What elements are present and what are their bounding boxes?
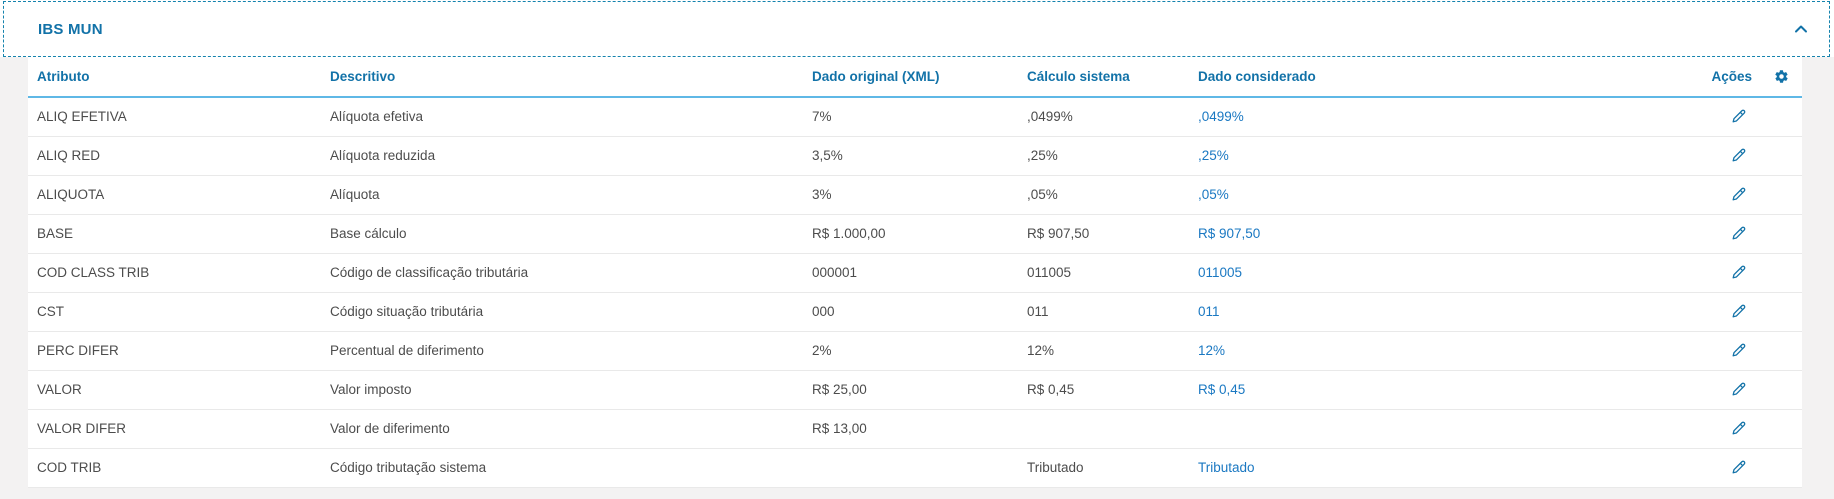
edit-row-button[interactable]	[1730, 225, 1747, 242]
pencil-icon	[1732, 304, 1746, 318]
column-header-dado-original: Dado original (XML)	[812, 57, 1027, 98]
cell-calculo-sistema	[1027, 409, 1198, 449]
column-header-descritivo: Descritivo	[330, 57, 812, 98]
cell-atributo: VALOR DIFER	[28, 409, 330, 449]
cell-atributo: PERC DIFER	[28, 331, 330, 371]
cell-calculo-sistema: Tributado	[1027, 448, 1198, 488]
cell-calculo-sistema: R$ 0,45	[1027, 370, 1198, 410]
edit-row-button[interactable]	[1730, 264, 1747, 281]
cell-calculo-sistema: 011005	[1027, 253, 1198, 293]
cell-atributo: COD TRIB	[28, 448, 330, 488]
edit-row-button[interactable]	[1730, 381, 1747, 398]
cell-calculo-sistema: 011	[1027, 292, 1198, 332]
gear-icon	[1775, 70, 1788, 83]
edit-row-button[interactable]	[1730, 147, 1747, 164]
attributes-table-card: Atributo Descritivo Dado original (XML) …	[28, 57, 1802, 488]
pencil-icon	[1732, 382, 1746, 396]
panel-title: IBS MUN	[38, 20, 103, 38]
table-body: ALIQ EFETIVA Alíquota efetiva 7% ,0499% …	[28, 97, 1802, 488]
column-header-acoes: Ações	[1711, 69, 1752, 84]
table-row: ALIQUOTA Alíquota 3% ,05% ,05%	[28, 175, 1802, 215]
cell-descritivo: Base cálculo	[330, 214, 812, 254]
cell-dado-original: 000001	[812, 253, 1027, 293]
pencil-icon	[1732, 187, 1746, 201]
table-row: COD TRIB Código tributação sistema Tribu…	[28, 448, 1802, 488]
cell-descritivo: Percentual de diferimento	[330, 331, 812, 371]
cell-dado-original: 000	[812, 292, 1027, 332]
cell-atributo: ALIQ RED	[28, 136, 330, 176]
cell-dado-original: 7%	[812, 97, 1027, 137]
cell-descritivo: Código tributação sistema	[330, 448, 812, 488]
pencil-icon	[1732, 226, 1746, 240]
cell-atributo: ALIQ EFETIVA	[28, 97, 330, 137]
table-row: BASE Base cálculo R$ 1.000,00 R$ 907,50 …	[28, 214, 1802, 254]
cell-dado-considerado-link[interactable]: 12%	[1198, 343, 1226, 358]
cell-calculo-sistema: 12%	[1027, 331, 1198, 371]
table-row: PERC DIFER Percentual de diferimento 2% …	[28, 331, 1802, 371]
cell-dado-considerado-link[interactable]: ,0499%	[1198, 109, 1244, 125]
pencil-icon	[1732, 343, 1746, 357]
cell-dado-considerado-link[interactable]: R$ 907,50	[1198, 226, 1261, 241]
cell-descritivo: Alíquota efetiva	[330, 97, 812, 137]
panel-collapse-toggle[interactable]: IBS MUN	[3, 1, 1830, 57]
cell-atributo: COD CLASS TRIB	[28, 253, 330, 293]
cell-dado-considerado-link[interactable]: 011	[1198, 304, 1220, 319]
edit-row-button[interactable]	[1730, 342, 1747, 359]
cell-dado-original: 3%	[812, 175, 1027, 215]
cell-dado-original: 3,5%	[812, 136, 1027, 176]
pencil-icon	[1732, 148, 1746, 162]
cell-descritivo: Código de classificação tributária	[330, 253, 812, 293]
column-header-calculo-sistema: Cálculo sistema	[1027, 57, 1198, 98]
edit-row-button[interactable]	[1730, 108, 1747, 125]
column-header-dado-considerado: Dado considerado	[1198, 57, 1690, 98]
edit-row-button[interactable]	[1730, 459, 1747, 476]
pencil-icon	[1732, 421, 1746, 435]
cell-atributo: VALOR	[28, 370, 330, 410]
cell-dado-considerado-link[interactable]: ,05%	[1198, 187, 1229, 202]
cell-calculo-sistema: ,05%	[1027, 175, 1198, 215]
cell-atributo: CST	[28, 292, 330, 332]
cell-descritivo: Valor de diferimento	[330, 409, 812, 449]
table-row: VALOR DIFER Valor de diferimento R$ 13,0…	[28, 409, 1802, 449]
pencil-icon	[1732, 265, 1746, 279]
cell-descritivo: Valor imposto	[330, 370, 812, 410]
cell-descritivo: Código situação tributária	[330, 292, 812, 332]
cell-dado-original: R$ 1.000,00	[812, 214, 1027, 254]
cell-descritivo: Alíquota reduzida	[330, 136, 812, 176]
cell-dado-considerado-link[interactable]: Tributado	[1198, 460, 1255, 475]
ibs-mun-panel-header: IBS MUN	[0, 0, 1834, 57]
cell-dado-considerado-link[interactable]: R$ 0,45	[1198, 382, 1246, 397]
cell-dado-original	[812, 448, 1027, 488]
cell-calculo-sistema: ,0499%	[1027, 97, 1198, 137]
cell-atributo: BASE	[28, 214, 330, 254]
table-row: COD CLASS TRIB Código de classificação t…	[28, 253, 1802, 293]
cell-dado-considerado-link[interactable]: ,25%	[1198, 148, 1229, 163]
pencil-icon	[1732, 109, 1746, 123]
column-header-atributo: Atributo	[28, 57, 330, 98]
table-row: ALIQ EFETIVA Alíquota efetiva 7% ,0499% …	[28, 97, 1802, 137]
cell-atributo: ALIQUOTA	[28, 175, 330, 215]
table-row: ALIQ RED Alíquota reduzida 3,5% ,25% ,25…	[28, 136, 1802, 176]
table-settings-button[interactable]	[1774, 69, 1789, 84]
table-row: CST Código situação tributária 000 011 0…	[28, 292, 1802, 332]
table-row: VALOR Valor imposto R$ 25,00 R$ 0,45 R$ …	[28, 370, 1802, 410]
cell-dado-original: R$ 13,00	[812, 409, 1027, 449]
cell-dado-original: R$ 25,00	[812, 370, 1027, 410]
cell-dado-original: 2%	[812, 331, 1027, 371]
edit-row-button[interactable]	[1730, 186, 1747, 203]
pencil-icon	[1732, 460, 1746, 474]
chevron-up-icon[interactable]	[1793, 21, 1809, 37]
edit-row-button[interactable]	[1730, 420, 1747, 437]
cell-calculo-sistema: R$ 907,50	[1027, 214, 1198, 254]
cell-dado-considerado-link[interactable]: 011005	[1198, 265, 1243, 280]
attributes-table: Atributo Descritivo Dado original (XML) …	[28, 57, 1802, 488]
cell-calculo-sistema: ,25%	[1027, 136, 1198, 176]
edit-row-button[interactable]	[1730, 303, 1747, 320]
cell-descritivo: Alíquota	[330, 175, 812, 215]
table-header-row: Atributo Descritivo Dado original (XML) …	[28, 57, 1802, 98]
